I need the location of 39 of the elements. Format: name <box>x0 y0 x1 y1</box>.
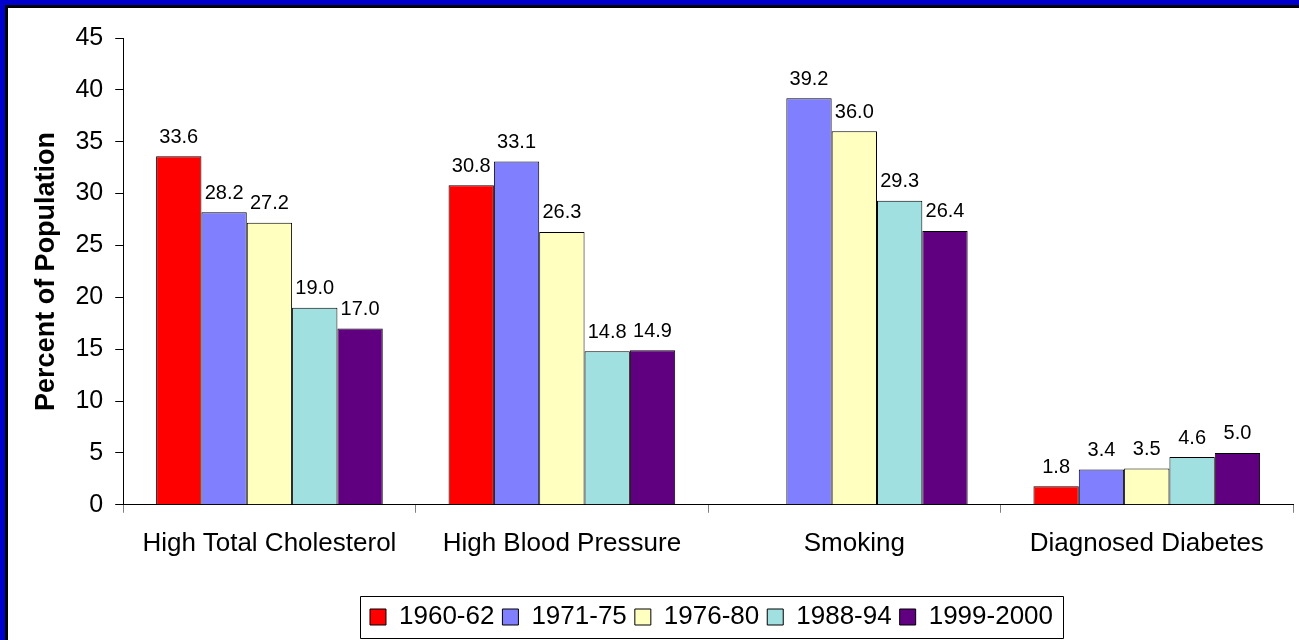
data-label: 1.8 <box>1042 454 1071 477</box>
y-tick-label: 20 <box>75 281 104 310</box>
y-axis-title: Percent of Population <box>29 131 60 411</box>
y-tick-label: 0 <box>89 488 104 517</box>
data-label: 29.3 <box>880 169 920 192</box>
legend-label: 1999-2000 <box>928 600 1054 631</box>
y-tick-label: 35 <box>75 125 104 154</box>
y-tick-label: 25 <box>75 229 104 258</box>
data-label: 14.9 <box>633 318 673 341</box>
y-tick-label: 15 <box>75 333 104 362</box>
data-label: 3.4 <box>1087 438 1116 461</box>
y-tick-label: 40 <box>75 73 104 102</box>
data-label: 4.6 <box>1178 425 1207 448</box>
y-tick-label: 30 <box>75 177 104 206</box>
data-label: 19.0 <box>295 276 335 299</box>
legend-label: 1960-62 <box>399 600 495 631</box>
data-label: 39.2 <box>789 66 829 89</box>
x-tick-label: Diagnosed Diabetes <box>1029 526 1264 557</box>
legend-label: 1988-94 <box>796 600 892 631</box>
x-tick-label: Smoking <box>803 526 905 557</box>
y-tick-label: 10 <box>75 384 104 413</box>
data-label: 27.2 <box>249 191 289 214</box>
data-label: 26.4 <box>925 199 965 222</box>
data-label: 3.5 <box>1132 437 1161 460</box>
data-label: 30.8 <box>451 153 491 176</box>
data-label: 33.6 <box>159 124 199 147</box>
data-label: 26.3 <box>542 200 582 223</box>
data-label: 17.0 <box>340 296 380 319</box>
x-tick-label: High Total Cholesterol <box>142 526 397 557</box>
data-label: 36.0 <box>834 99 874 122</box>
y-tick-label: 45 <box>75 21 104 50</box>
data-label: 14.8 <box>587 319 627 342</box>
data-label: 28.2 <box>204 180 244 203</box>
legend-label: 1971-75 <box>531 600 627 631</box>
x-tick-label: High Blood Pressure <box>442 526 682 557</box>
data-label: 5.0 <box>1223 421 1252 444</box>
data-label: 33.1 <box>497 129 537 152</box>
legend-label: 1976-80 <box>663 600 760 631</box>
y-tick-label: 5 <box>89 436 104 465</box>
